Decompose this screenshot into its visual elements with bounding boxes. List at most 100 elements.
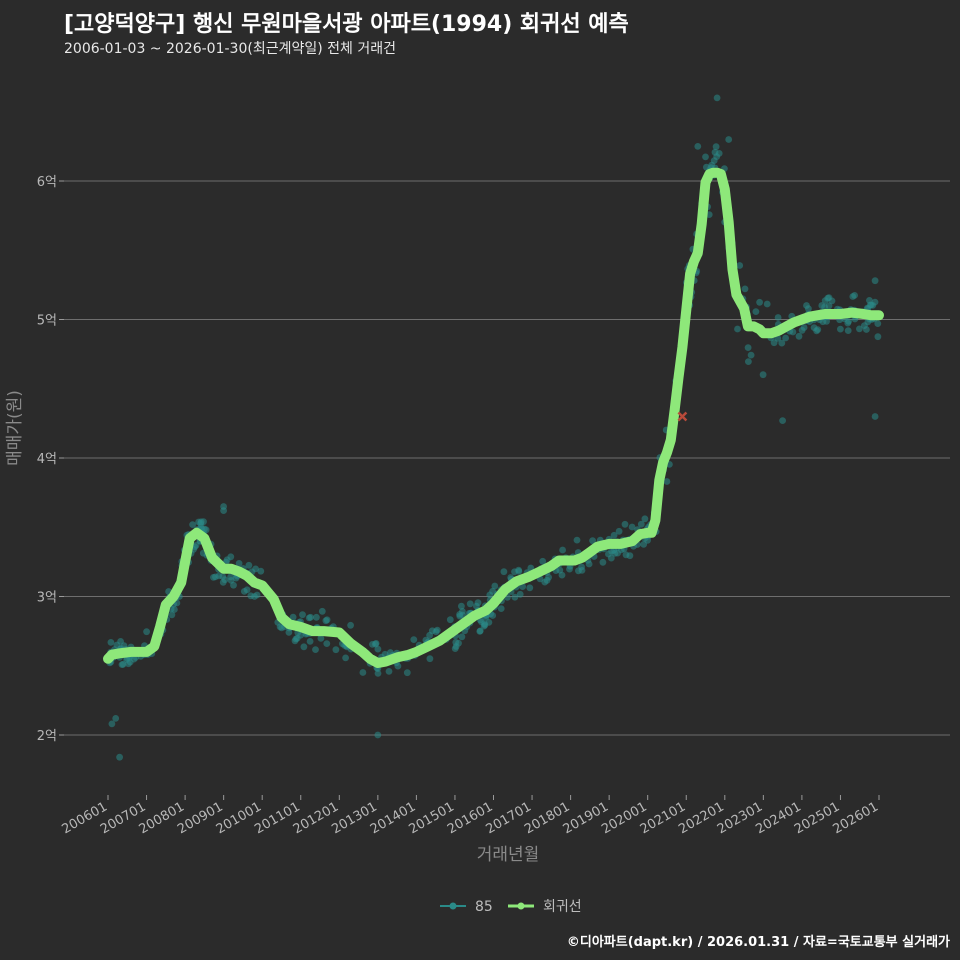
scatter-point — [641, 515, 649, 523]
legend-item-regression: 회귀선 — [508, 899, 582, 915]
scatter-point — [715, 150, 723, 157]
scatter-point — [837, 325, 844, 333]
scatter-point — [856, 325, 863, 333]
scatter-point — [359, 669, 367, 676]
scatter-point — [500, 568, 508, 576]
scatter-point — [108, 720, 116, 728]
scatter-point — [628, 523, 636, 531]
scatter-point — [323, 616, 331, 624]
scatter-point — [201, 525, 208, 533]
scatter-point — [257, 567, 265, 575]
scatter-point — [410, 636, 418, 643]
scatter-point — [245, 561, 253, 569]
scatter-point — [227, 553, 235, 561]
scatter-point — [452, 643, 460, 650]
legend-label-85: 85 — [475, 899, 493, 915]
scatter-point — [486, 591, 494, 599]
scatter-point — [289, 613, 297, 621]
scatter-point — [119, 660, 127, 668]
scatter-point — [782, 334, 789, 342]
scatter-point — [559, 546, 566, 554]
scatter-point — [861, 322, 868, 329]
scatter-point — [307, 613, 314, 621]
scatter-point — [545, 573, 552, 581]
y-tick-label: 5억 — [37, 314, 57, 329]
scatter-point — [844, 327, 852, 334]
scatter-point — [253, 591, 261, 599]
scatter-point — [230, 581, 237, 589]
scatter-point — [300, 643, 308, 651]
scatter-point — [433, 626, 441, 634]
scatter-point — [323, 640, 331, 647]
scatter-point — [573, 536, 581, 544]
scatter-point — [712, 143, 720, 151]
scatter-point — [745, 358, 752, 365]
scatter-point — [810, 324, 818, 331]
scatter-point — [347, 621, 354, 629]
scatter-point — [556, 566, 564, 574]
scatter-point — [278, 624, 285, 632]
scatter-point — [871, 277, 879, 285]
y-tick-label: 6억 — [37, 175, 57, 190]
scatter-point — [516, 590, 524, 598]
scatter-point — [869, 302, 877, 309]
scatter-point — [663, 478, 671, 485]
scatter-point — [874, 320, 882, 327]
grid-lines — [64, 180, 950, 736]
scatter-point — [458, 602, 465, 610]
y-axis-title: 매매가(원) — [5, 390, 25, 466]
scatter-point — [481, 621, 489, 629]
scatter-point — [637, 520, 645, 528]
scatter-point — [332, 646, 340, 654]
scatter-point — [874, 333, 882, 341]
chart-title: [고양덕양구] 행신 무원마을서광 아파트(1994) 회귀선 예측 — [64, 12, 629, 37]
scatter-point — [306, 638, 314, 645]
scatter-point — [828, 297, 836, 305]
scatter-point — [621, 520, 629, 528]
scatter-point — [759, 371, 767, 379]
scatter-point — [189, 521, 197, 528]
scatter-point — [403, 669, 411, 677]
scatter-point — [725, 136, 733, 143]
scatter-point — [818, 302, 826, 309]
scatter-point — [644, 536, 651, 544]
scatter-point — [285, 629, 293, 636]
scatter-point — [212, 573, 219, 581]
scatter-point — [318, 607, 326, 615]
scatter-point — [845, 318, 852, 325]
scatter-point — [747, 351, 755, 359]
scatter-point — [372, 640, 380, 647]
scatter-point — [778, 339, 786, 347]
scatter-point — [227, 573, 235, 581]
scatter-point — [313, 613, 320, 621]
scatter-point — [491, 582, 499, 590]
latest-point — [677, 411, 688, 422]
chart-subtitle: 2006-01-03 ~ 2026-01-30(최근계약일) 전체 거래건 — [64, 41, 396, 57]
x-axis-title: 거래년월 — [477, 845, 540, 865]
scatter-point — [789, 328, 797, 336]
scatter-point — [756, 298, 763, 306]
scatter-point — [871, 413, 879, 420]
scatter-point — [779, 417, 786, 424]
scatter-point — [626, 552, 634, 560]
scatter-point — [235, 560, 243, 567]
scatter-point — [476, 628, 484, 635]
scatter-point — [734, 325, 741, 333]
scatter-point — [374, 645, 382, 653]
scatter-point — [713, 94, 721, 102]
scatter-point — [374, 670, 382, 677]
y-tick-label: 3억 — [37, 591, 57, 606]
scatter-point — [200, 518, 207, 526]
scatter-point — [825, 302, 833, 310]
scatter-point — [805, 305, 812, 313]
scatter-point — [130, 655, 138, 663]
scatter-point — [800, 324, 808, 331]
scatter-point — [312, 646, 319, 653]
scatter-point — [539, 557, 547, 565]
scatter-point — [426, 655, 434, 663]
scatter-point — [112, 715, 120, 722]
scatter-point — [252, 565, 259, 573]
scatter-point — [599, 558, 607, 566]
scatter-point — [736, 262, 744, 269]
